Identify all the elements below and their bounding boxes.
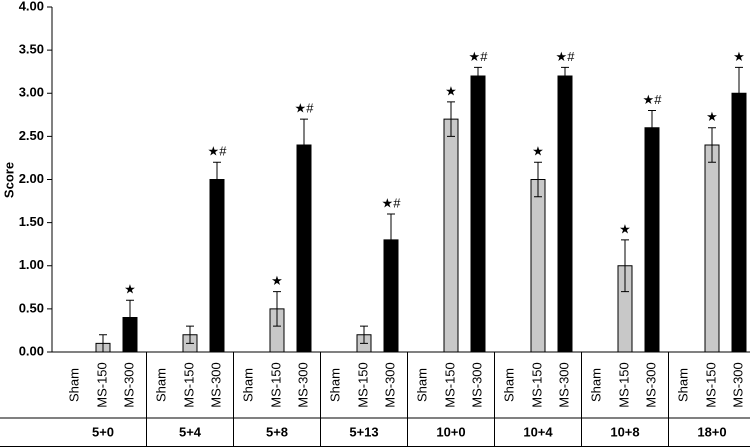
- bar: [530, 179, 546, 353]
- x-tick-label: MS-300: [469, 362, 484, 408]
- bar: [557, 75, 573, 353]
- group-label: 18+0: [697, 424, 726, 439]
- x-tick-label: MS-300: [730, 362, 745, 408]
- x-tick-label: MS-300: [382, 362, 397, 408]
- y-tick-label: 0.00: [19, 343, 44, 358]
- x-tick-label: Sham: [588, 368, 603, 402]
- x-tick-label: Sham: [153, 368, 168, 402]
- x-tick-label: Sham: [240, 368, 255, 402]
- x-tick-label: MS-300: [121, 362, 136, 408]
- x-tick-label: MS-300: [643, 362, 658, 408]
- y-tick-label: 1.50: [19, 214, 44, 229]
- x-tick-label: MS-150: [94, 362, 109, 408]
- x-tick-label: MS-300: [208, 362, 223, 408]
- annotation: ★: [532, 144, 544, 159]
- bar: [470, 75, 486, 353]
- annotation: ★: [619, 221, 631, 236]
- y-tick-label: 2.00: [19, 171, 44, 186]
- bar: [209, 179, 225, 353]
- x-tick-label: MS-150: [268, 362, 283, 408]
- group-label: 5+13: [349, 424, 378, 439]
- y-axis-label: Score: [1, 162, 16, 198]
- bar: [443, 118, 459, 353]
- group-label: 5+4: [179, 424, 202, 439]
- annotation: ★: [445, 83, 457, 98]
- group-label: 10+4: [523, 424, 553, 439]
- annotation: ★: [271, 273, 283, 288]
- group-label: 10+0: [436, 424, 465, 439]
- annotation: ★#: [469, 49, 489, 64]
- annotation: ★: [706, 109, 718, 124]
- annotation: ★#: [382, 195, 402, 210]
- x-tick-label: Sham: [414, 368, 429, 402]
- x-tick-label: MS-150: [529, 362, 544, 408]
- y-tick-label: 2.50: [19, 128, 44, 143]
- bar: [731, 92, 747, 353]
- group-label: 5+8: [266, 424, 288, 439]
- y-tick-label: 1.00: [19, 257, 44, 272]
- x-tick-label: MS-150: [703, 362, 718, 408]
- bar: [644, 127, 660, 353]
- group-label: 10+8: [610, 424, 639, 439]
- group-label: 5+0: [92, 424, 114, 439]
- bar: [296, 144, 312, 353]
- y-tick-label: 3.00: [19, 85, 44, 100]
- annotation: ★#: [295, 101, 315, 116]
- annotation: ★#: [643, 92, 663, 107]
- x-tick-label: Sham: [66, 368, 81, 402]
- annotation: ★#: [208, 144, 228, 159]
- annotation: ★: [733, 49, 745, 64]
- x-tick-label: MS-150: [616, 362, 631, 408]
- x-tick-label: MS-300: [556, 362, 571, 408]
- annotation: ★#: [556, 49, 576, 64]
- y-tick-label: 3.50: [19, 42, 44, 57]
- bar: [704, 144, 720, 353]
- annotation: ★: [124, 282, 136, 297]
- y-tick-label: 0.50: [19, 300, 44, 315]
- x-tick-label: MS-300: [295, 362, 310, 408]
- x-tick-label: Sham: [327, 368, 342, 402]
- x-tick-label: MS-150: [181, 362, 196, 408]
- x-tick-label: Sham: [501, 368, 516, 402]
- x-tick-label: Sham: [675, 368, 690, 402]
- x-tick-label: MS-150: [442, 362, 457, 408]
- y-tick-label: 4.00: [19, 0, 44, 13]
- x-tick-label: MS-150: [355, 362, 370, 408]
